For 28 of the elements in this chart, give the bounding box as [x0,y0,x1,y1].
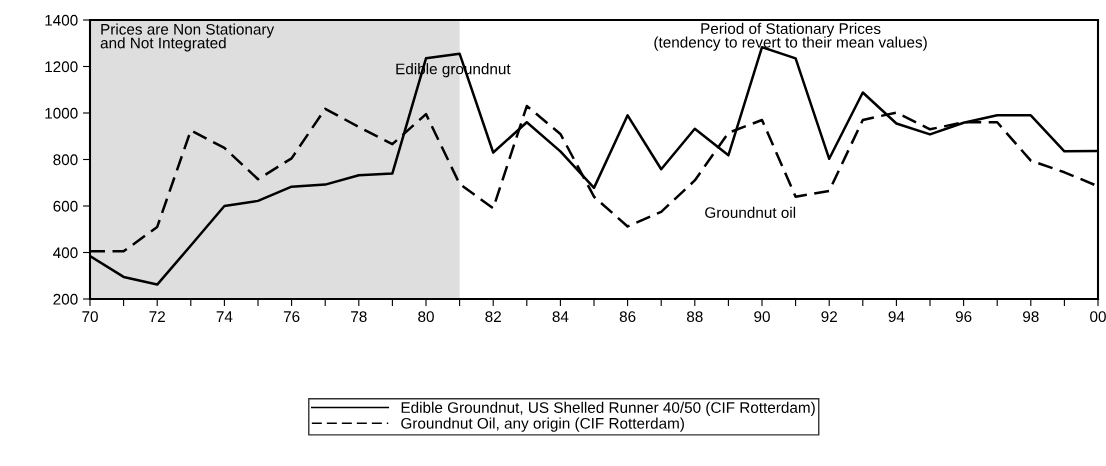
x-tick-label: 98 [1023,311,1039,323]
band-label: Prices are Non Stationary and Not Integrated [100,23,275,52]
x-tick-label: 80 [418,311,434,323]
y-tick-label: 400 [53,247,78,259]
x-tick-label: 70 [82,311,98,323]
x-tick-label: 76 [283,311,300,323]
y-tick-label: 1000 [45,107,78,119]
x-tick-label: 78 [351,311,367,323]
x-tick-label: 90 [754,311,770,323]
x-tick-label: 94 [888,311,905,323]
x-tick-label: 74 [216,311,233,322]
x-tick-label: 82 [485,311,501,323]
x-tick-label: 96 [955,311,972,323]
x-tick-label: 72 [149,311,165,322]
x-tick-label: 00 [1090,311,1106,323]
annotation: Groundnut oil [705,206,796,219]
x-tick-label: 92 [821,311,837,323]
legend-label: Groundnut Oil, any origin (CIF Rotterdam) [401,417,684,432]
legend-label: Edible Groundnut, US Shelled Runner 40/50 (CIF Rotterdam) [401,401,815,416]
y-tick-label: 600 [53,200,78,212]
annotation: Period of Stationary Prices (tendency to revert to their mean values) [654,22,927,51]
y-tick-label: 1400 [45,14,78,26]
x-tick-label: 84 [552,311,569,323]
x-tick-label: 86 [619,311,636,323]
x-tick-label: 88 [686,311,703,323]
y-tick-label: 800 [53,154,78,166]
y-tick-label: 1200 [45,61,78,73]
y-tick-label: 200 [53,293,78,305]
